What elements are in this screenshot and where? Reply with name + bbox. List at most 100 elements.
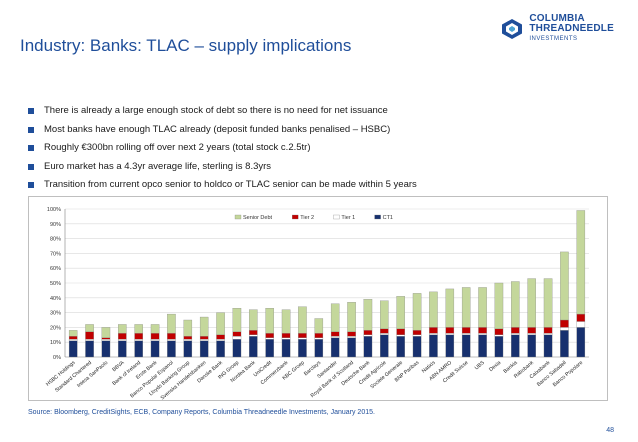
bar-segment-senior-debt bbox=[183, 319, 193, 337]
bar-segment-tier1 bbox=[330, 336, 340, 338]
bar-segment-tier2 bbox=[527, 327, 536, 334]
bar-segment-senior-debt bbox=[412, 293, 422, 331]
bar-segment-ct1 bbox=[199, 340, 209, 358]
bar-segment-ct1 bbox=[265, 339, 274, 358]
bar-segment-tier2 bbox=[396, 328, 405, 335]
bar-segment-tier2 bbox=[380, 328, 389, 334]
bullet-square-icon bbox=[28, 108, 34, 114]
bar-segment-tier1 bbox=[560, 327, 569, 331]
slide-title: Industry: Banks: TLAC – supply implicati… bbox=[20, 36, 352, 55]
bullet-item: There is already a large enough stock of… bbox=[28, 104, 628, 123]
legend-label: CT1 bbox=[383, 215, 393, 221]
bullet-list: There is already a large enough stock of… bbox=[28, 104, 628, 197]
bar-segment-tier1 bbox=[85, 339, 94, 341]
bar-segment-tier1 bbox=[380, 333, 389, 335]
bar-segment-tier1 bbox=[118, 339, 127, 341]
bar-segment-senior-debt bbox=[281, 309, 291, 334]
bar-segment-ct1 bbox=[85, 340, 94, 358]
bar-segment-tier2 bbox=[68, 336, 78, 340]
bar-segment-tier1 bbox=[576, 321, 586, 328]
bar-segment-ct1 bbox=[314, 339, 324, 358]
x-tick-label: Intesa SanPaolo bbox=[76, 360, 109, 389]
stacked-bar-chart: 0%10%20%30%40%50%60%70%80%90%100%HSBC Ho… bbox=[45, 207, 589, 400]
bullet-item: Roughly €300bn rolling off over next 2 y… bbox=[28, 141, 628, 160]
bar-segment-senior-debt bbox=[527, 278, 536, 328]
bar-segment-ct1 bbox=[167, 340, 176, 358]
bar-segment-ct1 bbox=[101, 340, 111, 358]
bar-segment-tier1 bbox=[363, 334, 373, 337]
bar-segment-senior-debt bbox=[396, 296, 405, 330]
bar-segment-ct1 bbox=[511, 334, 520, 358]
bar-segment-tier2 bbox=[134, 333, 143, 340]
bar-segment-tier2 bbox=[249, 330, 258, 335]
legend-swatch bbox=[234, 214, 242, 220]
y-tick-label: 20% bbox=[50, 325, 61, 331]
bullet-text: Most banks have enough TLAC already (dep… bbox=[44, 123, 391, 135]
bar-segment-ct1 bbox=[576, 327, 586, 358]
bar-segment-tier1 bbox=[150, 339, 160, 341]
bar-segment-tier2 bbox=[576, 313, 586, 322]
bar-segment-ct1 bbox=[216, 340, 225, 358]
bar-segment-senior-debt bbox=[134, 324, 143, 334]
bar-segment-senior-debt bbox=[576, 210, 586, 315]
bar-segment-tier1 bbox=[511, 333, 520, 335]
bar-segment-tier1 bbox=[314, 337, 324, 340]
bar-segment-senior-debt bbox=[216, 312, 225, 335]
bar-segment-tier2 bbox=[330, 331, 340, 337]
bar-segment-ct1 bbox=[543, 334, 553, 358]
bar-segment-tier1 bbox=[298, 337, 307, 340]
bar-segment-tier1 bbox=[265, 337, 274, 340]
bar-segment-senior-debt bbox=[314, 318, 324, 334]
x-tick-label: UBS bbox=[474, 360, 486, 372]
bar-segment-tier2 bbox=[150, 333, 160, 340]
bar-segment-tier1 bbox=[461, 333, 471, 335]
bar-segment-tier2 bbox=[167, 333, 176, 340]
company-logo: COLUMBIA THREADNEEDLE INVESTMENTS bbox=[501, 14, 614, 44]
bar-segment-senior-debt bbox=[150, 324, 160, 334]
page-number: 48 bbox=[606, 427, 614, 434]
y-tick-label: 90% bbox=[50, 222, 61, 228]
bullet-square-icon bbox=[28, 126, 34, 133]
y-tick-label: 80% bbox=[50, 237, 61, 243]
bar-segment-tier2 bbox=[101, 337, 111, 340]
bullet-text: Euro market has a 4.3yr average life, st… bbox=[44, 160, 272, 172]
bar-segment-ct1 bbox=[232, 339, 242, 358]
legend-label: Tier 2 bbox=[300, 215, 314, 221]
bar-segment-tier1 bbox=[281, 337, 291, 340]
bar-segment-tier1 bbox=[543, 333, 553, 335]
bar-segment-senior-debt bbox=[347, 302, 356, 332]
y-tick-label: 100% bbox=[47, 207, 61, 213]
bar-segment-tier2 bbox=[347, 331, 356, 337]
bullet-text: Transition from current opco senior to h… bbox=[44, 179, 417, 191]
bar-segment-tier2 bbox=[412, 330, 422, 335]
bar-segment-senior-debt bbox=[101, 327, 111, 338]
bar-segment-senior-debt bbox=[363, 299, 373, 331]
y-tick-label: 70% bbox=[50, 251, 61, 257]
bar-segment-ct1 bbox=[461, 334, 471, 358]
bar-segment-tier2 bbox=[281, 333, 291, 338]
bar-segment-ct1 bbox=[429, 334, 438, 358]
x-tick-label: Dexia bbox=[488, 360, 502, 373]
legend-label: Tier 1 bbox=[341, 215, 355, 221]
logo-text-line3: INVESTMENTS bbox=[529, 36, 578, 42]
bar-segment-senior-debt bbox=[118, 324, 127, 334]
bullet-square-icon bbox=[28, 163, 34, 170]
chart-frame: 0% 10% 20% 30% 40% 50% 60% 70% 80% 90% 100% HSBC Ho… bbox=[28, 196, 608, 401]
bar-segment-ct1 bbox=[494, 336, 504, 358]
bullet-square-icon bbox=[28, 182, 34, 189]
bar-segment-tier1 bbox=[396, 334, 405, 337]
bar-segment-ct1 bbox=[560, 330, 569, 358]
bar-segment-ct1 bbox=[527, 334, 536, 358]
bar-segment-tier2 bbox=[494, 328, 504, 335]
bar-segment-tier1 bbox=[249, 334, 258, 337]
bar-segment-senior-debt bbox=[167, 313, 176, 334]
logo-mark-icon bbox=[502, 19, 523, 39]
bar-segment-tier2 bbox=[461, 327, 471, 334]
bar-segment-ct1 bbox=[281, 339, 291, 358]
bar-segment-ct1 bbox=[396, 336, 405, 358]
bar-segment-senior-debt bbox=[461, 287, 471, 328]
bar-segment-tier2 bbox=[85, 331, 94, 340]
bar-segment-ct1 bbox=[330, 337, 340, 358]
bar-segment-tier1 bbox=[527, 333, 536, 335]
bar-segment-tier2 bbox=[265, 333, 274, 338]
